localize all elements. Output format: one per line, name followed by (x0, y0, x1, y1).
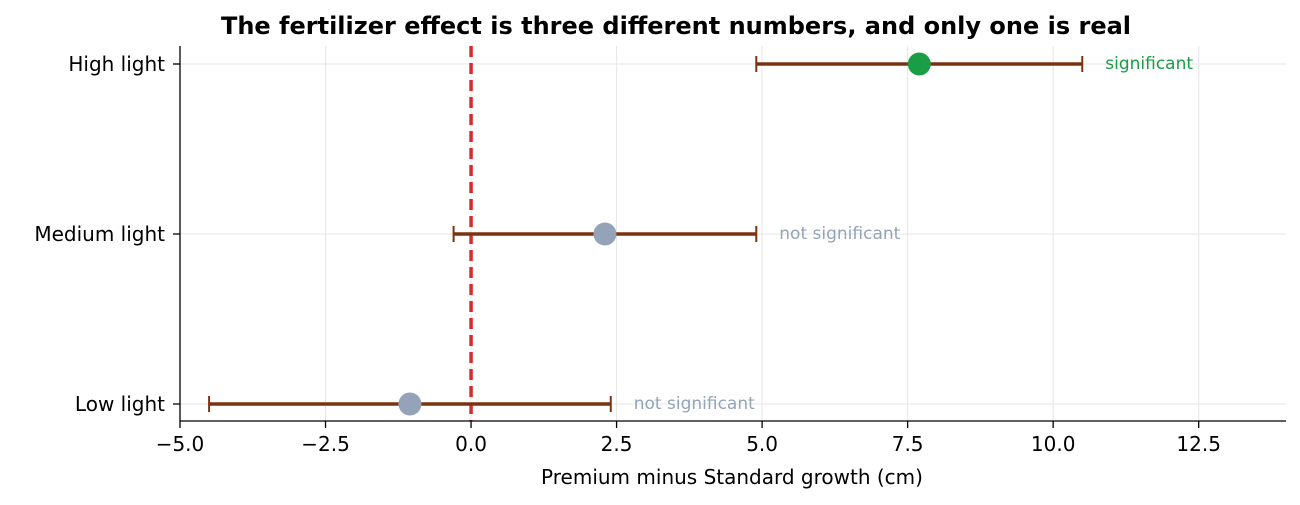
axes: −5.0 −2.5 0.0 2.5 5.0 7.5 10.0 12.5 High light Me… (34, 46, 1286, 456)
x-tick-label: 5.0 (746, 432, 778, 456)
x-axis-label: Premium minus Standard growth (cm) (541, 465, 923, 489)
x-tick-label: 12.5 (1176, 432, 1221, 456)
row-high-light: significant (755, 52, 1193, 76)
y-tick-label: Low light (75, 392, 165, 416)
x-tick-label: 10.0 (1031, 432, 1076, 456)
point-estimate (398, 392, 422, 416)
y-tick-label: High light (68, 52, 165, 76)
row-low-light: not significant (208, 392, 755, 416)
significance-annotation: not significant (634, 394, 755, 414)
significance-annotation: significant (1105, 54, 1193, 74)
x-tick-label: 2.5 (601, 432, 633, 456)
x-tick-label: −5.0 (156, 432, 205, 456)
x-tick-label: 0.0 (455, 432, 487, 456)
data-layer: significant not significant not significan… (208, 52, 1193, 416)
y-tick-label: Medium light (34, 222, 165, 246)
row-medium-light: not significant (452, 222, 901, 246)
significance-annotation: not significant (779, 224, 900, 244)
x-tick-label: 7.5 (892, 432, 924, 456)
x-tick-label: −2.5 (301, 432, 350, 456)
chart-title: The fertilizer effect is three different… (221, 12, 1131, 40)
point-estimate (907, 52, 931, 76)
point-estimate (593, 222, 617, 246)
